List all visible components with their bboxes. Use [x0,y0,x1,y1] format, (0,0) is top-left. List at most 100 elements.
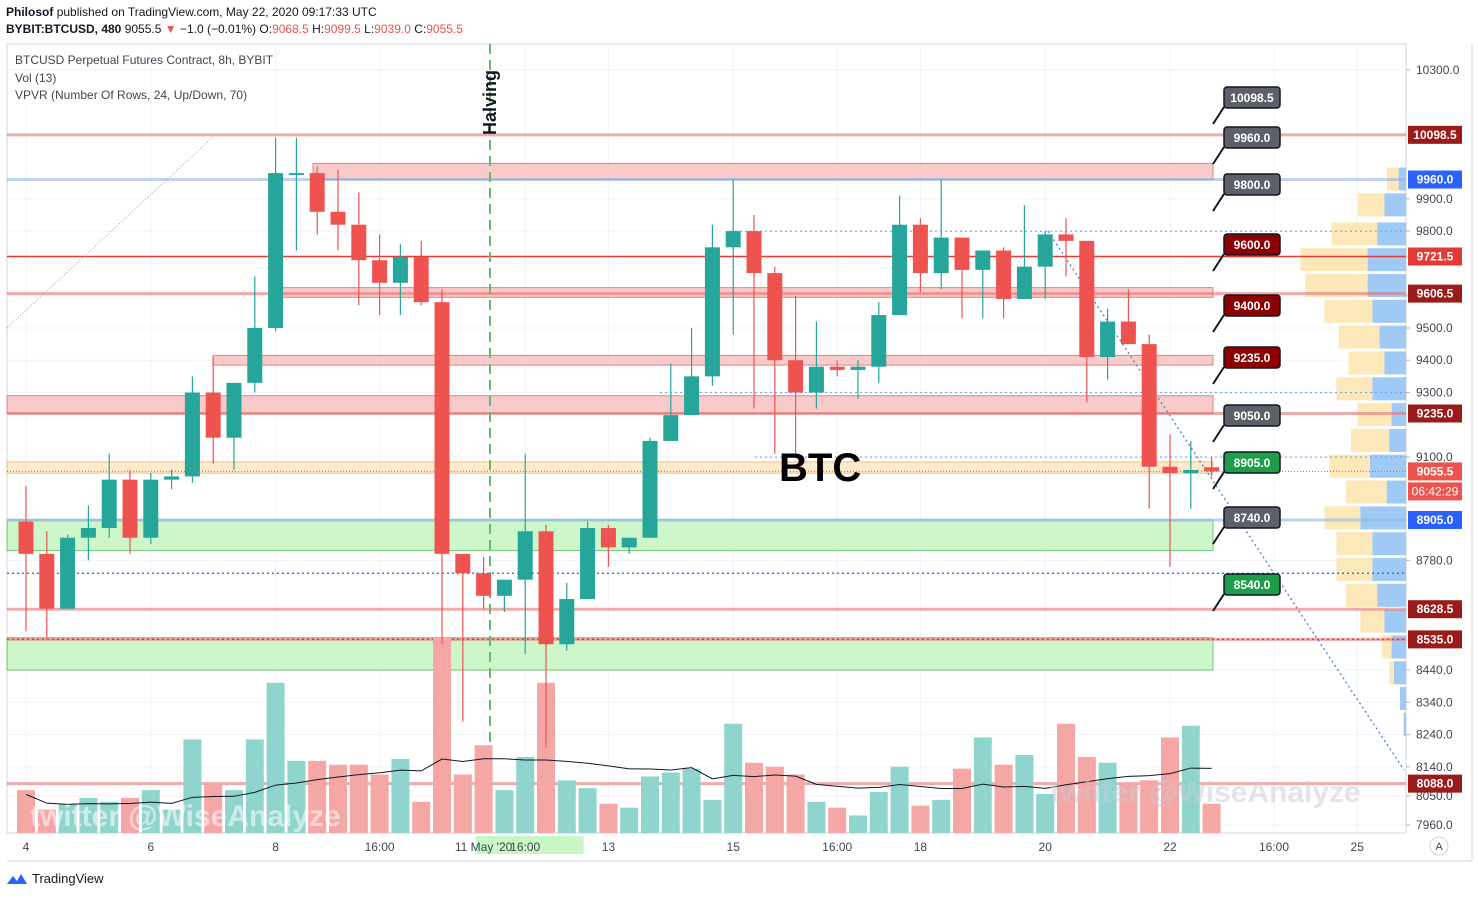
candle-body [954,237,970,270]
volume-bar [495,790,514,833]
vpvr-down-bar [1367,248,1406,272]
volume-bar [100,801,119,833]
candle-body [392,256,408,283]
volume-bar [245,739,264,833]
callout-label: 9600.0 [1234,238,1271,252]
volume-bar [932,799,951,833]
high-label: H: [312,22,325,36]
price-tag-bg [1408,404,1462,423]
callout-label: 9400.0 [1234,299,1271,313]
candle-body [18,521,34,554]
volume-bar [1202,803,1221,833]
time-tick-label: 16:00 [1259,840,1289,854]
candle-body [788,360,804,393]
candles [18,137,1220,748]
volume-bar [849,815,867,833]
callout-pointer [1212,106,1225,125]
current-price-tag-label: 9055.5 [1417,464,1454,478]
price-tick-label: 9300.0 [1416,386,1453,400]
volume-bar [1140,780,1159,833]
price-tick-label: 9500.0 [1416,321,1453,335]
callout-pointer [1212,314,1225,333]
volume-bar [162,809,181,833]
price-tick-label: 9900.0 [1416,192,1453,206]
vpvr-down-bar [1394,661,1406,685]
candle-body [1016,266,1032,299]
author-name[interactable]: Philosof [6,5,54,19]
callout-box [1223,294,1281,317]
time-tick-label: 11 May '20 [455,840,513,854]
callout-label: 9960.0 [1234,131,1271,145]
candle-body [871,315,887,367]
candle-body [704,247,720,377]
volume-bar [37,809,56,833]
volume-indicator-label[interactable]: Vol (13) [15,71,57,85]
volume-bar [994,764,1013,833]
close-label: C: [414,22,427,36]
callout-label: 10098.5 [1230,91,1274,105]
volume-bar [661,772,680,833]
volume-ma-line [25,758,1212,805]
callout-box [1223,233,1281,256]
candle-body [247,327,263,383]
candle-body [309,173,325,212]
trend-line-up [6,134,216,329]
time-tick-label: 15 [727,840,741,854]
publish-info: Philosof published on TradingView.com, M… [6,5,377,19]
volume-bar [225,790,243,833]
price-tick-label: 8240.0 [1416,728,1453,742]
callout-box [1223,404,1281,427]
volume-bar [745,762,763,833]
callout-label: 9235.0 [1234,351,1271,365]
vpvr-indicator-label[interactable]: VPVR (Number Of Rows, 24, Up/Down, 70) [15,88,248,102]
volume-bar [474,745,493,833]
tradingview-logo-icon [6,872,28,886]
callout-box [1223,86,1281,109]
price-tag-label: 9606.5 [1417,287,1454,301]
price-tag-label: 9235.0 [1417,406,1454,420]
open-label: O: [259,22,273,36]
volume-bar [1119,784,1138,833]
vpvr-up-bar [1358,193,1385,217]
price-tag-bg [1408,125,1462,144]
volume-bar [537,682,555,833]
watermark-right: twitter @WiseAnalyze [1050,776,1361,809]
vpvr-down-bar [1386,480,1406,504]
volume-bar [641,776,659,833]
candle-body [580,528,596,600]
callout-pointer [1212,193,1225,212]
vpvr-up-bar [1382,635,1392,659]
price-tick-label: 8440.0 [1416,663,1453,677]
vpvr-down-bar [1372,377,1406,401]
auto-scale-label: A [1435,841,1443,853]
callout-label: 8905.0 [1234,456,1271,470]
candle-body [143,479,159,538]
volume-bar [703,799,722,833]
volume-bar [828,807,847,833]
vpvr-up-bar [1324,299,1373,323]
vpvr-down-bar [1360,506,1406,530]
candle-body [975,250,991,270]
vpvr-down-bar [1367,274,1406,298]
candle-body [39,553,55,609]
price-tag-label: 8628.5 [1417,602,1454,616]
volume-bar [58,803,77,833]
volume-bar [557,780,576,833]
countdown-tag-bg [1408,482,1462,501]
symbol-label[interactable]: BYBIT:BTCUSD, 480 [6,22,122,36]
vpvr-up-bar [1324,506,1361,530]
price-tick-label: 7960.0 [1416,818,1453,832]
contract-title[interactable]: BTCUSD Perpetual Futures Contract, 8h, B… [15,53,274,67]
callout-box [1223,506,1281,529]
vpvr-up-bar [1336,377,1373,401]
high-value: 9099.5 [324,22,361,36]
price-tag-label: 9960.0 [1417,173,1454,187]
volume-bar [1036,794,1055,833]
price-tag-bg [1408,247,1462,266]
footer-brand[interactable]: TradingView [6,871,104,886]
vpvr-profile [1300,167,1406,736]
price-tick-label: 9800.0 [1416,224,1453,238]
countdown-label: 06:42:29 [1412,484,1459,498]
candle-body [996,250,1012,299]
